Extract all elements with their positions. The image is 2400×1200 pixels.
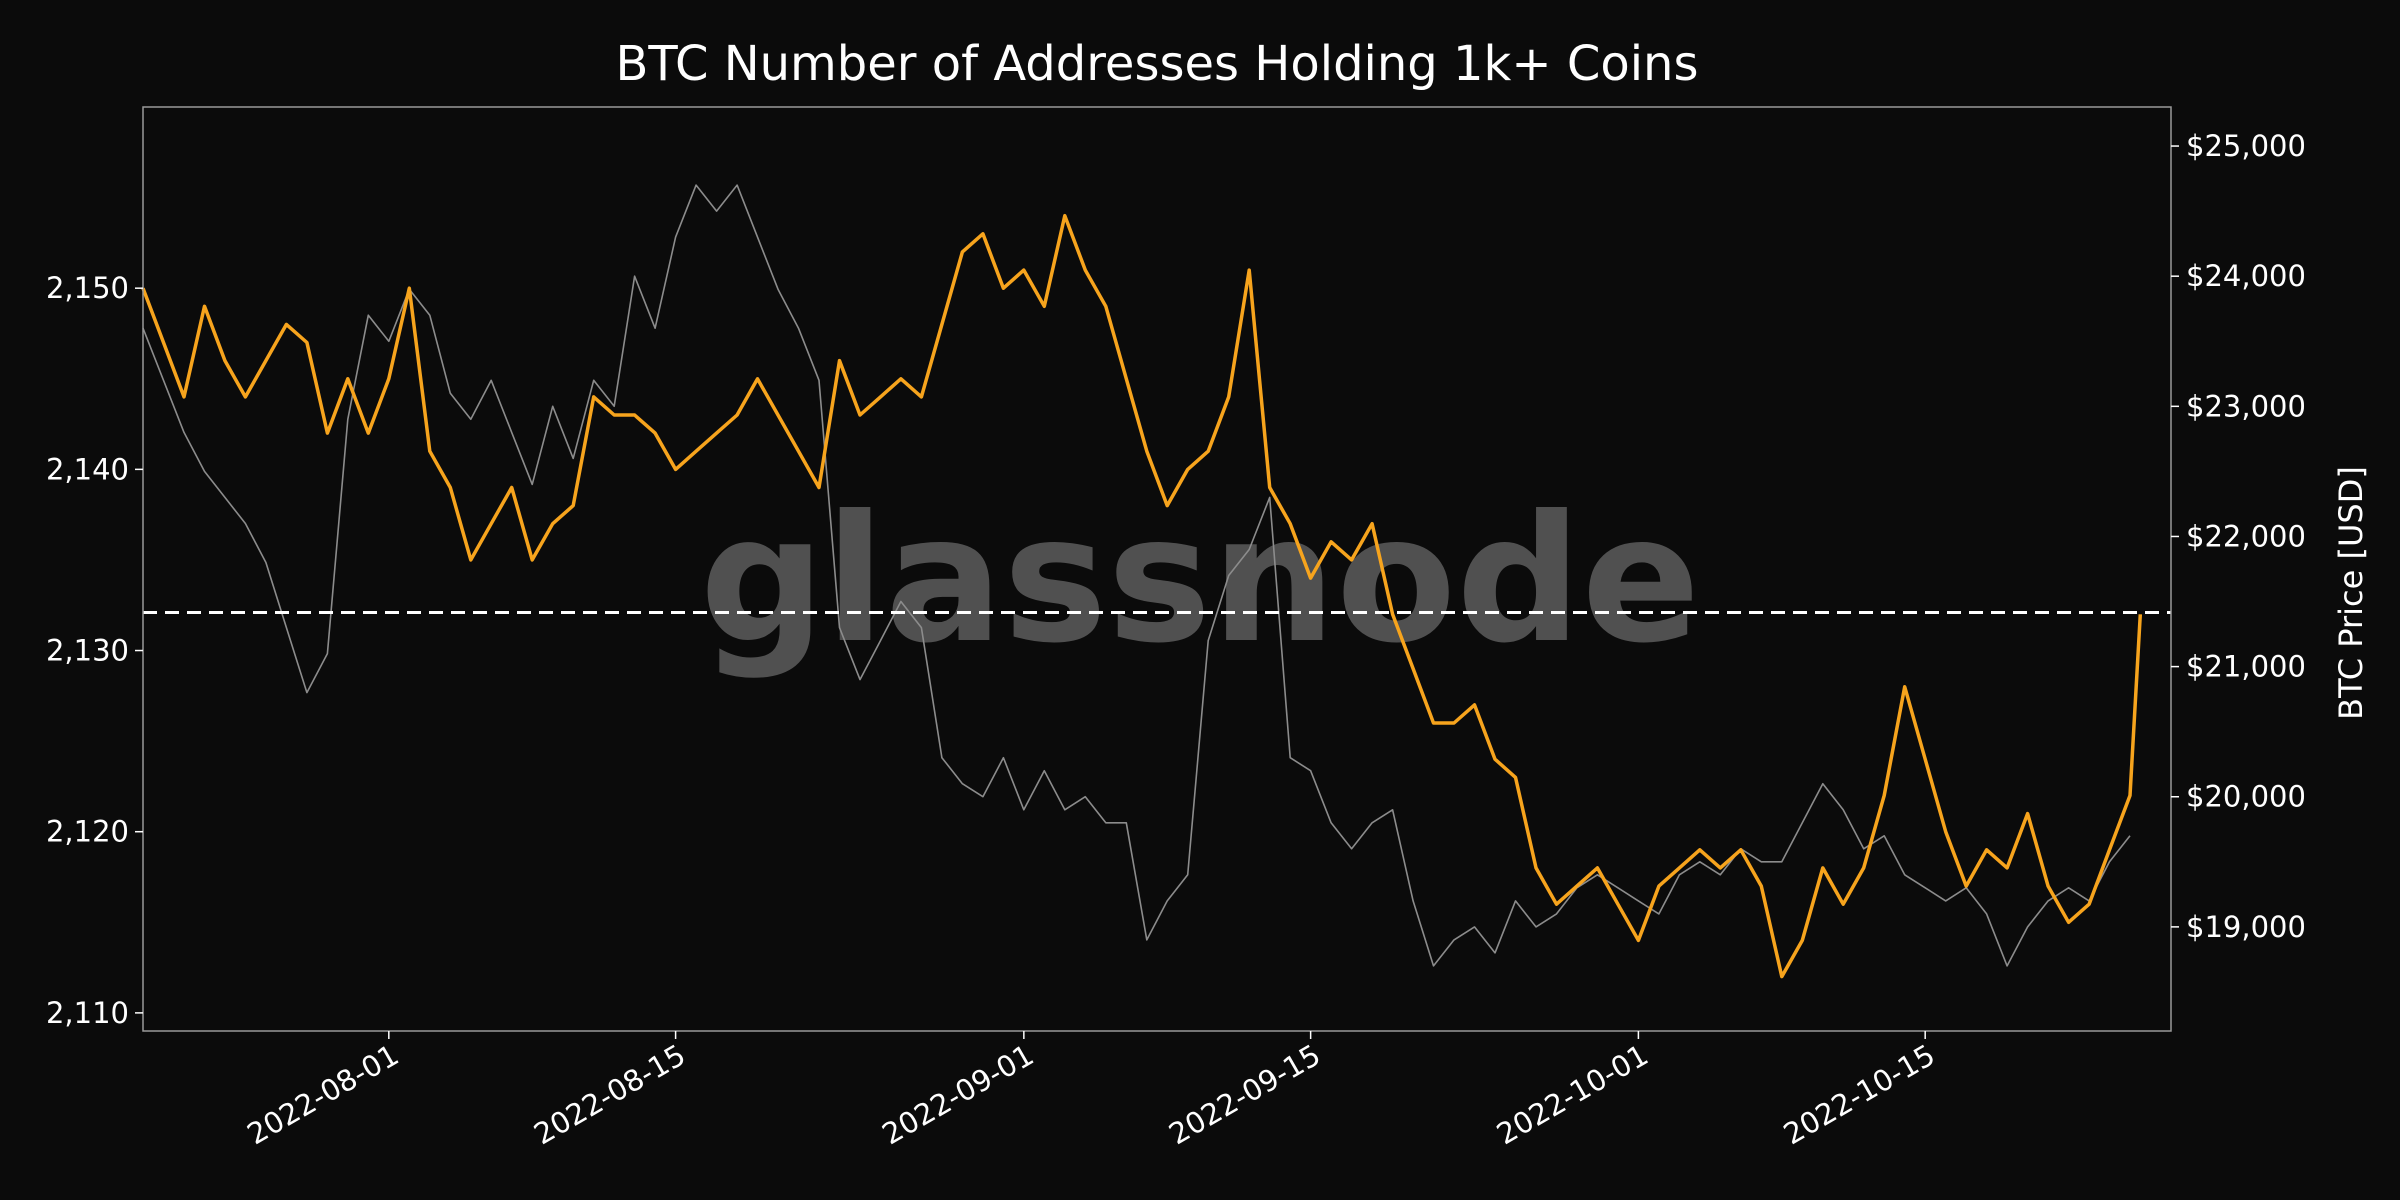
right-tick-label: $22,000 (2186, 519, 2306, 553)
right-tick-label: $25,000 (2186, 129, 2306, 163)
left-tick-label: 2,120 (46, 815, 129, 849)
right-tick-label: $23,000 (2186, 389, 2306, 423)
watermark-text: glassnode (700, 479, 1700, 682)
right-tick-label: $24,000 (2186, 259, 2306, 293)
left-tick-label: 2,110 (46, 996, 129, 1030)
left-tick-label: 2,150 (46, 271, 129, 305)
left-tick-label: 2,140 (46, 452, 129, 486)
addresses-series-line (141, 213, 2143, 979)
plot-area (141, 184, 2171, 979)
price-series-line (142, 184, 2131, 967)
chart-title: BTC Number of Addresses Holding 1k+ Coin… (616, 36, 1699, 92)
plot-frame (142, 106, 2172, 1032)
left-axis: 2,110 2,120 2,130 2,140 2,150 (46, 271, 143, 1030)
right-tick-label: $20,000 (2186, 780, 2306, 814)
right-axis-label: BTC Price [USD] (2332, 466, 2370, 720)
right-axis: $19,000 $20,000 $21,000 $22,000 $23,000 $24,0… (2171, 129, 2306, 944)
right-tick-label: $21,000 (2186, 650, 2306, 684)
left-tick-label: 2,130 (46, 634, 129, 668)
right-tick-label: $19,000 (2186, 910, 2306, 944)
